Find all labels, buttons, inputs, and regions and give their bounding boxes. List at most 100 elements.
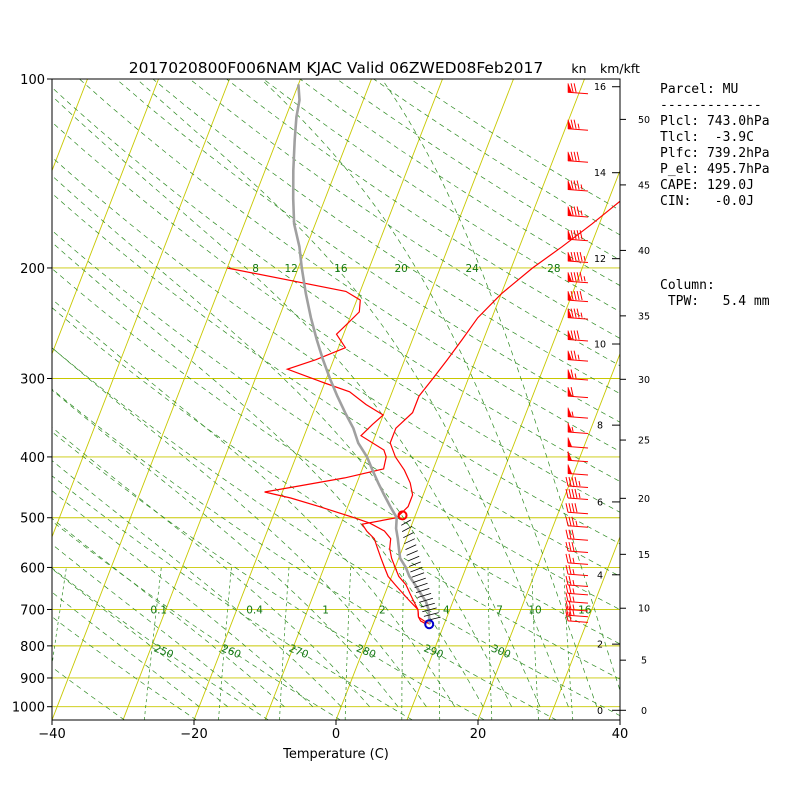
wind-barb-flag [567, 464, 573, 474]
wind-barb-staff [567, 525, 589, 528]
pressure-tick-label: 500 [20, 512, 45, 527]
wind-barb-feather [576, 330, 580, 340]
wind-barb-feather [568, 553, 572, 563]
wind-barb [567, 437, 589, 449]
wind-barb-feather [570, 119, 574, 129]
wind-barb-feather [568, 476, 572, 487]
wind-barb-staff [567, 538, 589, 541]
moist-adiabat-line [52, 347, 427, 707]
wind-barb-flag [567, 369, 573, 379]
dry-adiabat-line [52, 520, 341, 720]
cape-hatch-line [415, 588, 430, 593]
wind-barb-half-feather [578, 480, 581, 487]
wind-barb-feather [571, 488, 575, 499]
isotherm-line [52, 79, 88, 172]
wind-barb-feather [565, 529, 569, 539]
temperature-profile [227, 267, 427, 625]
pressure-tick-label: 200 [20, 262, 45, 277]
moist-adiabat-label: 12 [284, 263, 297, 275]
isotherm-line [193, 79, 443, 720]
moist-adiabat-line [52, 389, 399, 707]
temperature-tick-label: 20 [470, 727, 487, 742]
mixing-ratio-line [531, 567, 539, 720]
wind-barb-feather [576, 272, 580, 282]
dry-adiabat-label: 280 [354, 643, 377, 662]
wind-barb-flag [567, 407, 573, 417]
wind-barb-half-feather [572, 604, 575, 610]
wind-barb-feather [573, 251, 577, 262]
wind-barb-feather [579, 251, 583, 262]
wind-barb-flag [567, 272, 573, 282]
moist-adiabat-label: 28 [547, 263, 560, 275]
moist-adiabat-line [52, 460, 342, 707]
wind-barb-feather [568, 503, 572, 513]
cape-hatch-line [408, 561, 421, 567]
wind-barb-half-feather [571, 426, 574, 433]
height-unit-label: km/kft [600, 61, 640, 76]
dry-adiabat-label: 260 [220, 643, 243, 662]
isotherm-line [0, 79, 17, 720]
wind-barb-feather [574, 503, 578, 513]
wind-barb-feather [579, 230, 583, 240]
wind-barb-feather [573, 119, 577, 129]
wind-barb-feather [573, 230, 577, 240]
parcel-stat-line: Parcel: MU [660, 82, 739, 97]
km-tick-label: 14 [594, 168, 606, 179]
dry-adiabat-line [52, 719, 53, 720]
wind-barb [567, 230, 589, 242]
mixing-ratio-label: 0.1 [150, 604, 167, 616]
wind-barb [567, 386, 589, 399]
wind-barb [567, 83, 589, 95]
dry-adiabat-label: 270 [287, 643, 310, 662]
wind-barb-staff [567, 550, 589, 554]
wind-barb-feather [571, 541, 575, 552]
temperature-tick-label: −40 [38, 727, 65, 742]
wind-barb-staff [567, 592, 589, 596]
wind-barb [565, 575, 589, 588]
moist-adiabat-line [52, 298, 456, 707]
wind-barb-feather [570, 386, 574, 397]
wind-barb-staff [567, 485, 589, 488]
wind-barb-half-feather [578, 492, 581, 499]
parcel-stat-line: ------------- [660, 98, 762, 113]
moist-adiabat-line [52, 175, 512, 707]
cape-hatch-line [422, 607, 437, 613]
wind-barb [567, 308, 589, 320]
wind-barb-half-feather [580, 312, 583, 318]
wind-barb-feather [570, 369, 574, 379]
cape-hatch-line [407, 555, 420, 562]
wind-barb-staff [567, 573, 589, 577]
wind-barb-flag [567, 251, 573, 262]
wind-unit-label: kn [571, 61, 586, 76]
wind-barb-half-feather [577, 123, 580, 129]
cape-hatch-line [410, 567, 423, 573]
mixing-ratio-line [279, 567, 290, 720]
temperature-tick-label: 0 [332, 727, 340, 742]
wind-barb-half-feather [572, 588, 575, 594]
mixing-ratio-line [344, 567, 352, 720]
wind-barb [567, 151, 589, 163]
pressure-tick-label: 100 [20, 73, 45, 88]
wind-barb-half-feather [572, 610, 575, 616]
wind-barb [567, 369, 589, 381]
parcel-stat-line: P_el: 495.7hPa [660, 162, 770, 177]
cape-hatch-line [405, 544, 417, 550]
mixing-ratio-line [438, 567, 441, 720]
wind-barb-feather [565, 600, 569, 610]
mixing-ratio-line [563, 567, 574, 720]
wind-barb-half-feather [575, 520, 578, 526]
wind-barb-flag [567, 386, 573, 397]
wind-barb-feather [579, 272, 583, 282]
wind-barb-flag [567, 119, 573, 130]
wind-barb-feather [573, 350, 577, 360]
cape-hatch-line [403, 532, 414, 539]
wind-barb-feather [568, 488, 572, 499]
wind-barb-half-feather [571, 411, 574, 417]
dry-adiabat-line [52, 431, 485, 720]
column-stats: Column: TPW: 5.4 mm [660, 278, 770, 310]
wind-barb [565, 592, 589, 604]
wind-barb-half-feather [572, 557, 575, 563]
wind-barb [565, 565, 589, 577]
wind-barb-feather [565, 584, 569, 594]
wind-barb-staff [567, 511, 589, 515]
